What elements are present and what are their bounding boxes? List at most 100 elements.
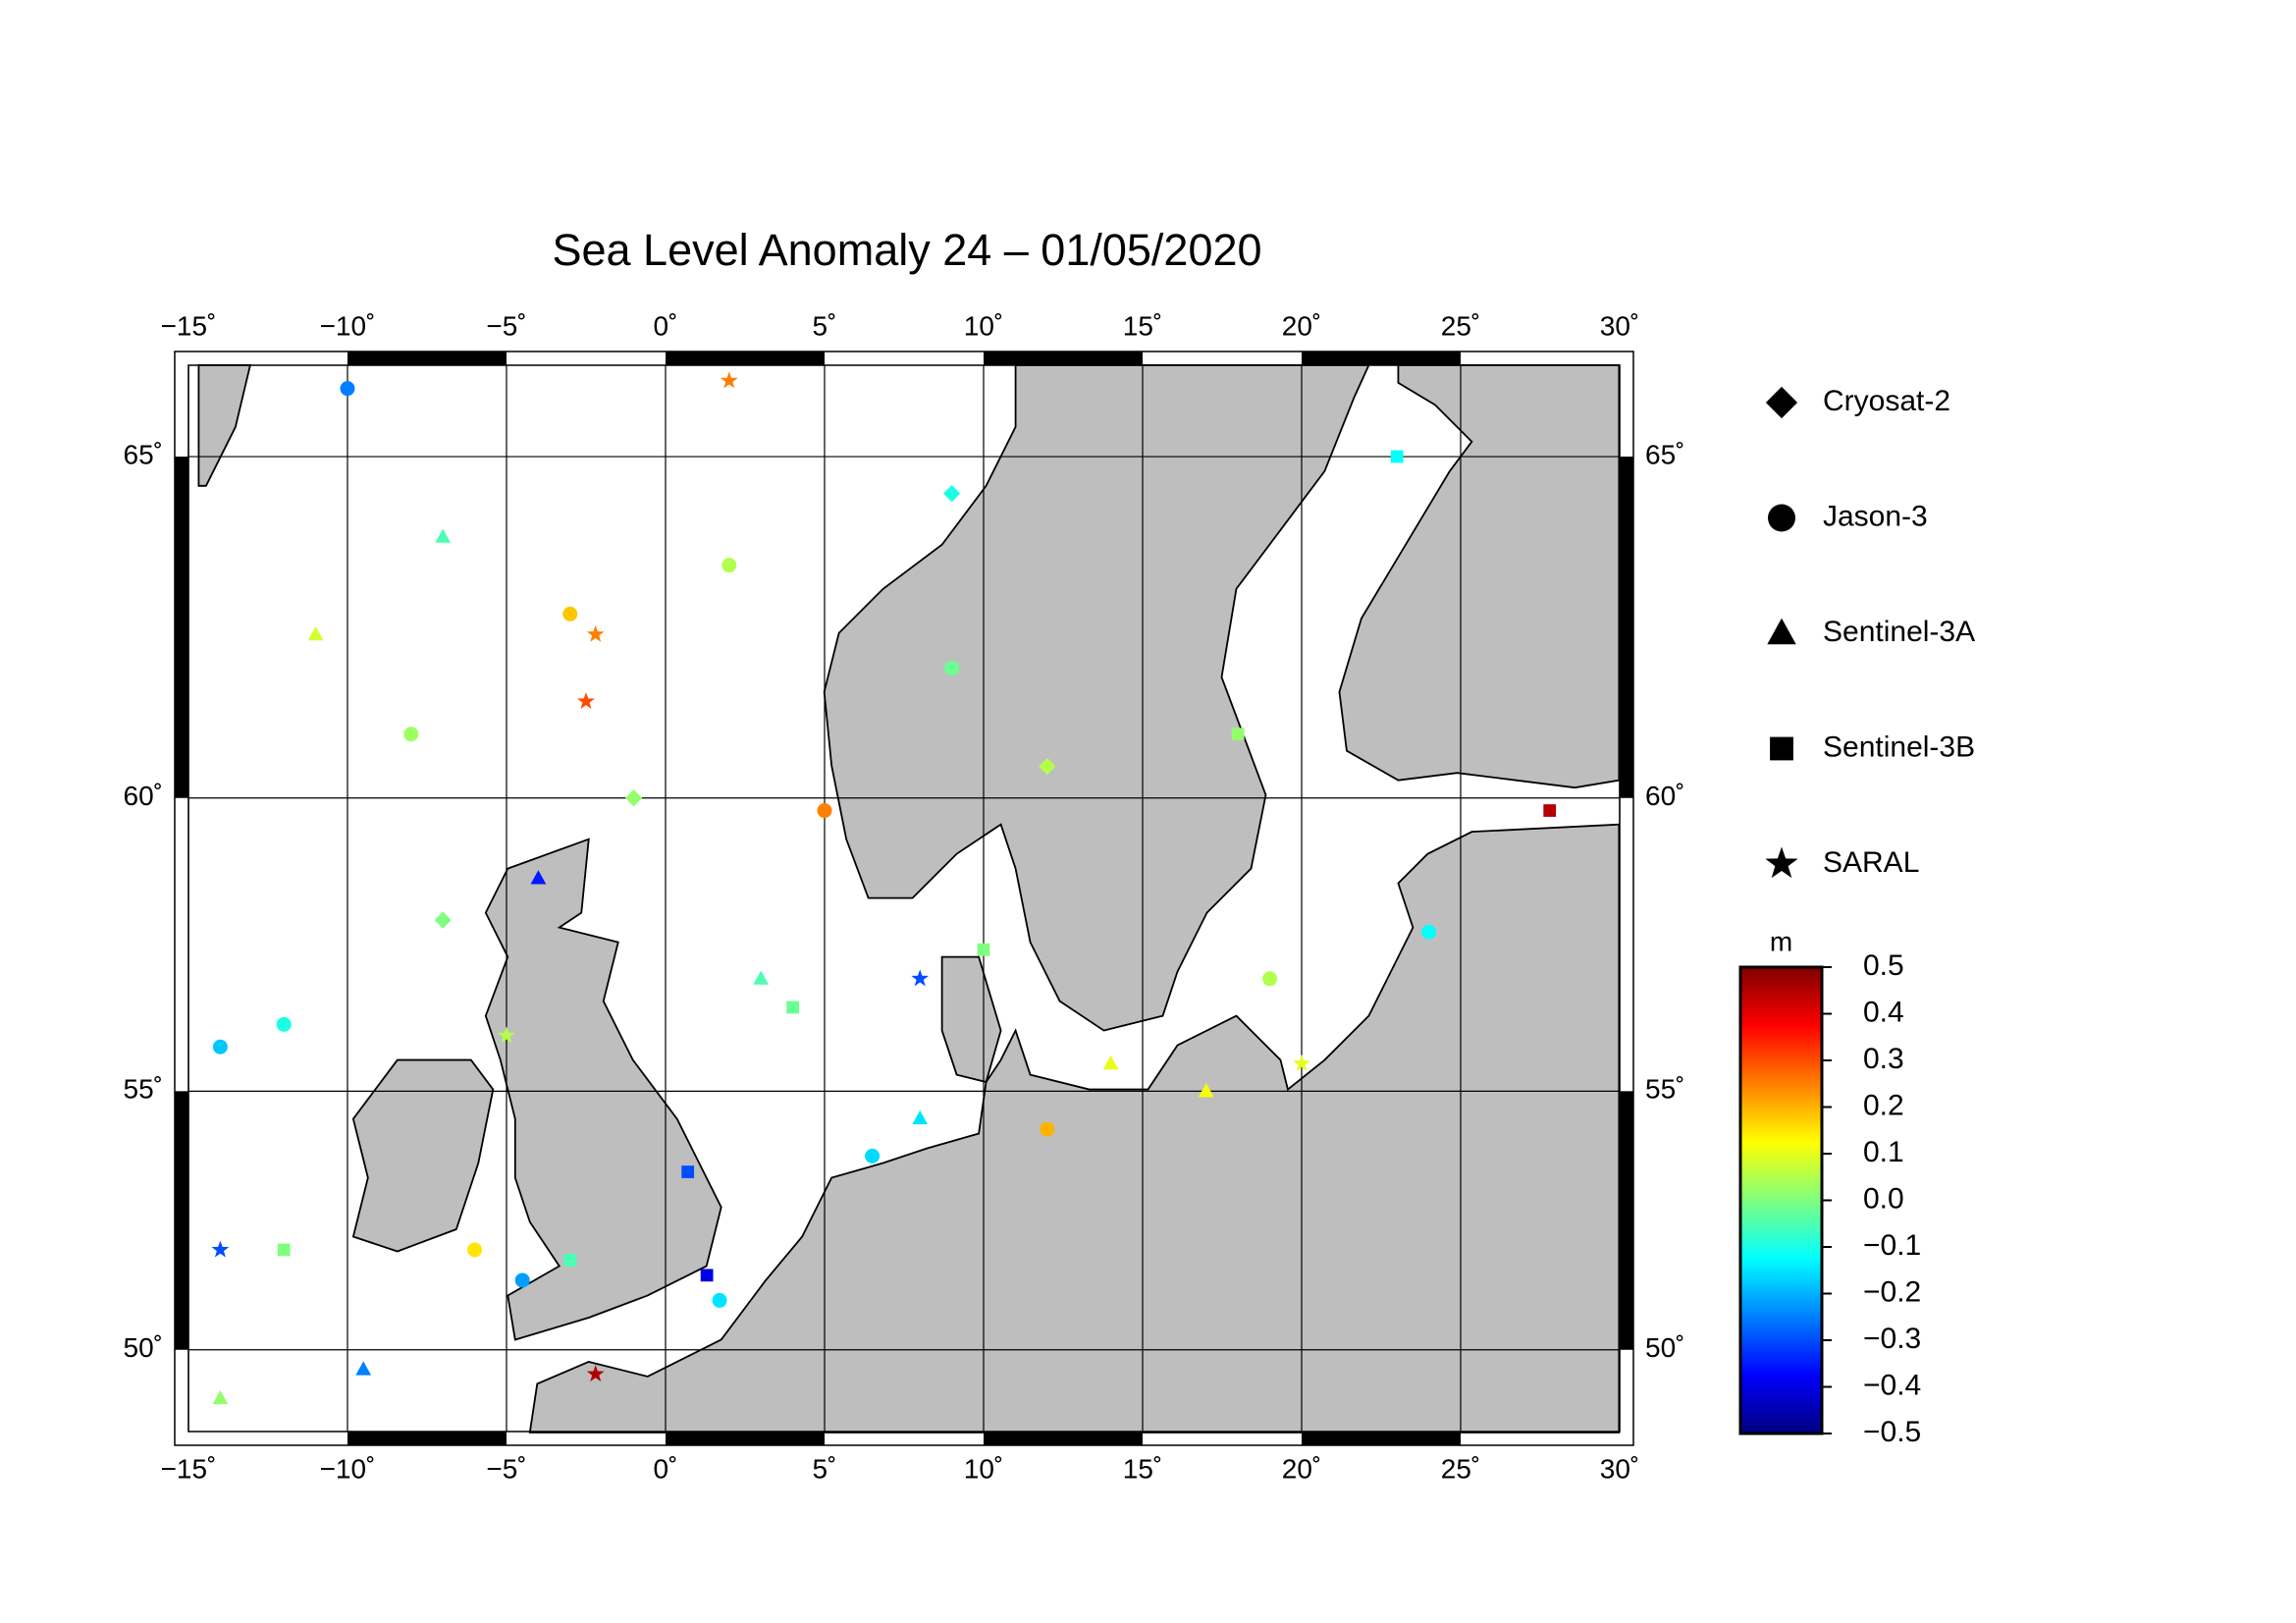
marker-star xyxy=(1293,1054,1310,1071)
marker-square xyxy=(700,1269,714,1282)
land-iceland-edge xyxy=(197,363,252,487)
x-tick-label: 20˚ xyxy=(1282,310,1321,341)
land-jutland xyxy=(940,955,1002,1084)
colorbar-tick-label: −0.5 xyxy=(1863,1416,1921,1448)
x-tick-label: 0˚ xyxy=(654,1453,678,1484)
marker-circle xyxy=(562,606,578,622)
colorbar-tick-label: −0.1 xyxy=(1863,1229,1921,1262)
marker-square xyxy=(1390,450,1404,463)
y-tick-label: 60˚ xyxy=(1645,781,1684,811)
colorbar-tick-label: 0.2 xyxy=(1863,1089,1904,1121)
legend: Cryosat-2 Jason-3 Sentinel-3A Sentinel-3B SA… xyxy=(1765,385,1975,879)
frame-bar xyxy=(175,457,188,798)
marker-circle xyxy=(712,1292,727,1308)
marker-triangle xyxy=(753,970,770,985)
marker-circle xyxy=(467,1242,483,1258)
map-frame xyxy=(174,351,1634,1446)
frame-bar xyxy=(1302,1432,1461,1445)
marker-circle xyxy=(1768,504,1795,532)
marker-triangle xyxy=(355,1361,372,1376)
land-scandinavia xyxy=(823,363,1370,1032)
x-tick-label: −5˚ xyxy=(486,310,526,341)
colorbar-tick-label: −0.2 xyxy=(1863,1275,1921,1308)
frame-bar xyxy=(1620,457,1633,798)
marker-triangle xyxy=(1198,1083,1214,1098)
x-tick-label: 0˚ xyxy=(654,310,678,341)
x-tick-label: −10˚ xyxy=(320,310,376,341)
y-tick-label: 50˚ xyxy=(1645,1332,1684,1363)
marker-star xyxy=(586,1365,605,1382)
frame-bar xyxy=(175,1091,188,1350)
marker-star xyxy=(720,371,738,389)
x-tick-label: 20˚ xyxy=(1282,1453,1321,1484)
marker-star xyxy=(498,1026,515,1044)
marker-square xyxy=(277,1243,291,1257)
land-ireland xyxy=(351,1058,495,1253)
marker-circle xyxy=(276,1016,292,1032)
colorbar-tick-label: 0.5 xyxy=(1863,949,1904,982)
marker-circle xyxy=(1040,1121,1055,1137)
x-tick-label: 30˚ xyxy=(1600,310,1639,341)
marker-circle xyxy=(514,1272,530,1288)
marker-circle xyxy=(721,558,737,573)
marker-circle xyxy=(944,661,960,676)
land-finland xyxy=(1338,363,1621,789)
y-tick-label: 60˚ xyxy=(124,781,163,811)
y-tick-label: 65˚ xyxy=(124,439,163,469)
x-tick-label: −5˚ xyxy=(486,1453,526,1484)
land-great-britain xyxy=(484,838,722,1341)
marker-circle xyxy=(1421,924,1437,940)
marker-star xyxy=(1765,846,1798,879)
frame-bar xyxy=(1302,352,1461,365)
frame-bar xyxy=(1620,1091,1633,1350)
colorbar-tick-label: −0.4 xyxy=(1863,1369,1921,1401)
marker-diamond xyxy=(434,911,452,929)
x-tick-label: 5˚ xyxy=(813,1453,837,1484)
marker-square xyxy=(786,1001,799,1014)
marker-circle xyxy=(817,803,832,819)
x-tick-label: −10˚ xyxy=(320,1453,376,1484)
marker-triangle xyxy=(212,1389,229,1405)
marker-diamond xyxy=(942,484,961,503)
map-border xyxy=(187,364,1621,1433)
marker-triangle xyxy=(435,528,452,543)
x-tick-label: −15˚ xyxy=(161,310,217,341)
marker-circle xyxy=(403,727,419,742)
marker-square xyxy=(681,1165,695,1178)
y-tick-label: 55˚ xyxy=(124,1074,163,1105)
x-tick-label: 10˚ xyxy=(964,1453,1003,1484)
marker-diamond xyxy=(1765,386,1798,419)
legend-label: Jason-3 xyxy=(1823,500,1928,532)
colorbar-tick-label: 0.3 xyxy=(1863,1043,1904,1075)
legend-label: Sentinel-3B xyxy=(1823,730,1975,763)
frame-bar xyxy=(984,352,1143,365)
x-tick-label: 25˚ xyxy=(1441,1453,1480,1484)
legend-label: Cryosat-2 xyxy=(1823,385,1950,417)
y-tick-label: 65˚ xyxy=(1645,439,1684,469)
frame-bar xyxy=(666,1432,825,1445)
legend-label: SARAL xyxy=(1823,846,1919,879)
x-tick-label: −15˚ xyxy=(161,1453,217,1484)
marker-circle xyxy=(340,381,355,397)
x-tick-label: 30˚ xyxy=(1600,1453,1639,1484)
chart-title: Sea Level Anomaly 24 – 01/05/2020 xyxy=(552,225,1261,275)
marker-circle xyxy=(1262,971,1278,987)
x-tick-label: 25˚ xyxy=(1441,310,1480,341)
x-tick-label: 10˚ xyxy=(964,310,1003,341)
frame-bar xyxy=(347,352,507,365)
y-tick-label: 50˚ xyxy=(124,1332,163,1363)
frame-bar xyxy=(984,1432,1143,1445)
marker-square xyxy=(977,943,990,956)
marker-triangle xyxy=(912,1109,929,1125)
marker-star xyxy=(211,1240,230,1258)
marker-diamond xyxy=(624,789,643,807)
marker-triangle xyxy=(530,870,547,885)
colorbar-tick-label: 0.0 xyxy=(1863,1182,1904,1215)
land-continent xyxy=(528,823,1621,1434)
marker-triangle xyxy=(1767,618,1796,645)
y-tick-label: 55˚ xyxy=(1645,1074,1684,1105)
frame-bar xyxy=(666,352,825,365)
marker-triangle xyxy=(1102,1055,1119,1070)
land xyxy=(197,363,1621,1434)
